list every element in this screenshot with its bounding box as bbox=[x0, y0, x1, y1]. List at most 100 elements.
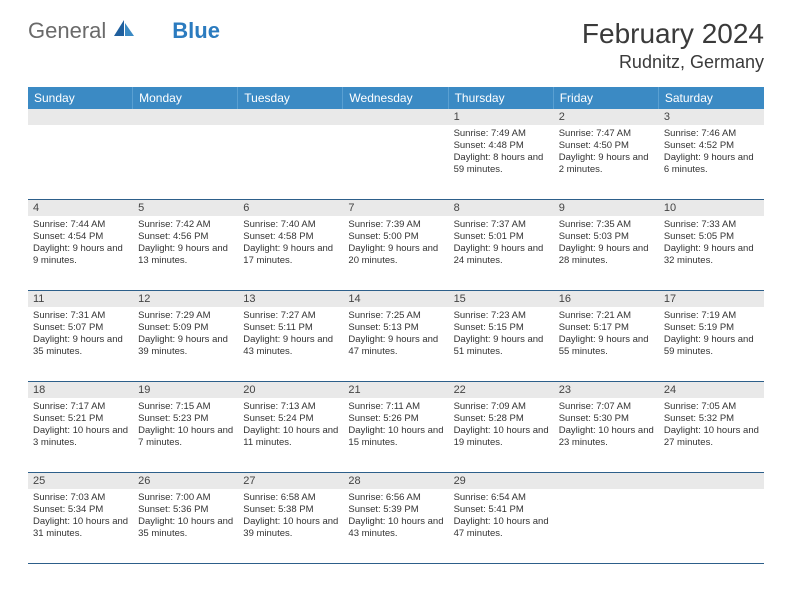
dow-fri: Friday bbox=[554, 87, 659, 109]
brand-word-1: General bbox=[28, 18, 106, 44]
sunset-text: Sunset: 5:19 PM bbox=[664, 322, 759, 334]
day-number bbox=[238, 109, 343, 125]
day-cell bbox=[659, 489, 764, 563]
sunrise-text: Sunrise: 6:56 AM bbox=[348, 492, 443, 504]
daylight-text: Daylight: 9 hours and 17 minutes. bbox=[243, 243, 338, 267]
day-number: 5 bbox=[133, 200, 238, 216]
day-number: 12 bbox=[133, 291, 238, 307]
day-number bbox=[133, 109, 238, 125]
sunset-text: Sunset: 4:54 PM bbox=[33, 231, 128, 243]
daylight-text: Daylight: 10 hours and 7 minutes. bbox=[138, 425, 233, 449]
sunrise-text: Sunrise: 7:49 AM bbox=[454, 128, 549, 140]
day-cell bbox=[343, 125, 448, 199]
day-number: 21 bbox=[343, 382, 448, 398]
daylight-text: Daylight: 10 hours and 3 minutes. bbox=[33, 425, 128, 449]
sunrise-text: Sunrise: 7:37 AM bbox=[454, 219, 549, 231]
sunrise-text: Sunrise: 7:15 AM bbox=[138, 401, 233, 413]
day-cell bbox=[238, 125, 343, 199]
week-daynum-row: 45678910 bbox=[28, 200, 764, 216]
day-number bbox=[659, 473, 764, 489]
week-daynum-row: 11121314151617 bbox=[28, 291, 764, 307]
daylight-text: Daylight: 10 hours and 15 minutes. bbox=[348, 425, 443, 449]
location-label: Rudnitz, Germany bbox=[582, 52, 764, 73]
day-number: 24 bbox=[659, 382, 764, 398]
sunset-text: Sunset: 5:01 PM bbox=[454, 231, 549, 243]
day-number: 23 bbox=[554, 382, 659, 398]
sunrise-text: Sunrise: 7:44 AM bbox=[33, 219, 128, 231]
day-number: 19 bbox=[133, 382, 238, 398]
week-row: Sunrise: 7:31 AMSunset: 5:07 PMDaylight:… bbox=[28, 307, 764, 382]
dow-sun: Sunday bbox=[28, 87, 133, 109]
day-cell: Sunrise: 7:07 AMSunset: 5:30 PMDaylight:… bbox=[554, 398, 659, 472]
day-number: 26 bbox=[133, 473, 238, 489]
day-number: 27 bbox=[238, 473, 343, 489]
dow-thu: Thursday bbox=[449, 87, 554, 109]
sunrise-text: Sunrise: 7:21 AM bbox=[559, 310, 654, 322]
week-row: Sunrise: 7:17 AMSunset: 5:21 PMDaylight:… bbox=[28, 398, 764, 473]
sunset-text: Sunset: 5:17 PM bbox=[559, 322, 654, 334]
day-number: 18 bbox=[28, 382, 133, 398]
day-cell: Sunrise: 7:33 AMSunset: 5:05 PMDaylight:… bbox=[659, 216, 764, 290]
day-number bbox=[343, 109, 448, 125]
sunrise-text: Sunrise: 7:25 AM bbox=[348, 310, 443, 322]
day-cell: Sunrise: 7:00 AMSunset: 5:36 PMDaylight:… bbox=[133, 489, 238, 563]
sunset-text: Sunset: 5:00 PM bbox=[348, 231, 443, 243]
sunrise-text: Sunrise: 7:05 AM bbox=[664, 401, 759, 413]
daylight-text: Daylight: 9 hours and 24 minutes. bbox=[454, 243, 549, 267]
day-cell: Sunrise: 7:49 AMSunset: 4:48 PMDaylight:… bbox=[449, 125, 554, 199]
sunrise-text: Sunrise: 6:54 AM bbox=[454, 492, 549, 504]
sunrise-text: Sunrise: 7:47 AM bbox=[559, 128, 654, 140]
day-number: 9 bbox=[554, 200, 659, 216]
sunset-text: Sunset: 5:05 PM bbox=[664, 231, 759, 243]
sunrise-text: Sunrise: 7:27 AM bbox=[243, 310, 338, 322]
day-cell: Sunrise: 7:13 AMSunset: 5:24 PMDaylight:… bbox=[238, 398, 343, 472]
daylight-text: Daylight: 9 hours and 13 minutes. bbox=[138, 243, 233, 267]
sunset-text: Sunset: 5:39 PM bbox=[348, 504, 443, 516]
day-cell: Sunrise: 7:09 AMSunset: 5:28 PMDaylight:… bbox=[449, 398, 554, 472]
daylight-text: Daylight: 10 hours and 11 minutes. bbox=[243, 425, 338, 449]
sunset-text: Sunset: 5:09 PM bbox=[138, 322, 233, 334]
day-number: 2 bbox=[554, 109, 659, 125]
sunset-text: Sunset: 5:15 PM bbox=[454, 322, 549, 334]
day-cell: Sunrise: 7:42 AMSunset: 4:56 PMDaylight:… bbox=[133, 216, 238, 290]
sunset-text: Sunset: 5:28 PM bbox=[454, 413, 549, 425]
day-cell: Sunrise: 7:25 AMSunset: 5:13 PMDaylight:… bbox=[343, 307, 448, 381]
day-cell: Sunrise: 7:27 AMSunset: 5:11 PMDaylight:… bbox=[238, 307, 343, 381]
daylight-text: Daylight: 9 hours and 51 minutes. bbox=[454, 334, 549, 358]
daylight-text: Daylight: 10 hours and 19 minutes. bbox=[454, 425, 549, 449]
sunrise-text: Sunrise: 7:00 AM bbox=[138, 492, 233, 504]
sunrise-text: Sunrise: 7:39 AM bbox=[348, 219, 443, 231]
daylight-text: Daylight: 9 hours and 2 minutes. bbox=[559, 152, 654, 176]
day-cell bbox=[554, 489, 659, 563]
sunrise-text: Sunrise: 7:29 AM bbox=[138, 310, 233, 322]
sunset-text: Sunset: 5:30 PM bbox=[559, 413, 654, 425]
sunrise-text: Sunrise: 7:11 AM bbox=[348, 401, 443, 413]
sunrise-text: Sunrise: 7:17 AM bbox=[33, 401, 128, 413]
day-cell: Sunrise: 7:29 AMSunset: 5:09 PMDaylight:… bbox=[133, 307, 238, 381]
sunrise-text: Sunrise: 7:07 AM bbox=[559, 401, 654, 413]
day-number: 17 bbox=[659, 291, 764, 307]
sunset-text: Sunset: 5:23 PM bbox=[138, 413, 233, 425]
day-number: 4 bbox=[28, 200, 133, 216]
week-row: Sunrise: 7:49 AMSunset: 4:48 PMDaylight:… bbox=[28, 125, 764, 200]
day-cell: Sunrise: 6:54 AMSunset: 5:41 PMDaylight:… bbox=[449, 489, 554, 563]
day-number: 8 bbox=[449, 200, 554, 216]
sunrise-text: Sunrise: 7:42 AM bbox=[138, 219, 233, 231]
day-number: 22 bbox=[449, 382, 554, 398]
sunset-text: Sunset: 4:50 PM bbox=[559, 140, 654, 152]
sunset-text: Sunset: 5:07 PM bbox=[33, 322, 128, 334]
sunset-text: Sunset: 5:13 PM bbox=[348, 322, 443, 334]
day-cell: Sunrise: 6:56 AMSunset: 5:39 PMDaylight:… bbox=[343, 489, 448, 563]
dow-tue: Tuesday bbox=[238, 87, 343, 109]
day-cell: Sunrise: 6:58 AMSunset: 5:38 PMDaylight:… bbox=[238, 489, 343, 563]
week-row: Sunrise: 7:44 AMSunset: 4:54 PM Daylight:… bbox=[28, 216, 764, 291]
sunset-text: Sunset: 5:11 PM bbox=[243, 322, 338, 334]
daylight-text: Daylight: 9 hours and 39 minutes. bbox=[138, 334, 233, 358]
day-cell: Sunrise: 7:46 AMSunset: 4:52 PMDaylight:… bbox=[659, 125, 764, 199]
sunset-text: Sunset: 4:52 PM bbox=[664, 140, 759, 152]
daylight-text: Daylight: 9 hours and 59 minutes. bbox=[664, 334, 759, 358]
sunset-text: Sunset: 4:56 PM bbox=[138, 231, 233, 243]
daylight-text: Daylight: 9 hours and 6 minutes. bbox=[664, 152, 759, 176]
day-cell: Sunrise: 7:44 AMSunset: 4:54 PMDaylight:… bbox=[28, 216, 133, 290]
day-number: 10 bbox=[659, 200, 764, 216]
